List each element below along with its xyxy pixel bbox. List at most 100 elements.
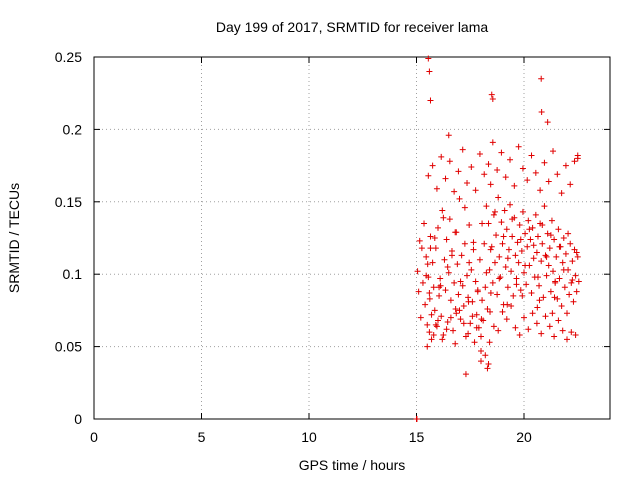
data-point: [539, 221, 546, 228]
data-point: [562, 162, 569, 169]
data-point: [468, 266, 475, 273]
data-point: [565, 230, 572, 237]
data-point: [496, 275, 503, 282]
x-tick-label: 5: [198, 429, 206, 445]
data-point: [441, 256, 448, 263]
data-point: [507, 201, 514, 208]
data-point: [486, 266, 493, 273]
data-point: [524, 177, 531, 184]
data-point: [428, 311, 435, 318]
data-point: [545, 262, 552, 269]
data-point: [488, 91, 495, 98]
data-point: [461, 204, 468, 211]
data-point: [431, 307, 438, 314]
data-point: [574, 152, 581, 159]
data-point: [569, 258, 576, 265]
data-point: [521, 269, 527, 276]
data-point: [575, 278, 582, 285]
data-point: [435, 317, 441, 324]
data-point: [566, 291, 573, 298]
data-point: [498, 149, 505, 156]
data-point: [568, 329, 575, 336]
data-point: [487, 308, 494, 315]
data-point: [558, 190, 565, 197]
data-point: [489, 279, 496, 286]
data-point: [551, 236, 558, 243]
data-point: [559, 259, 566, 266]
x-ticks: 0 5 10 15 20: [90, 57, 532, 445]
data-point: [508, 303, 515, 310]
data-point: [450, 327, 457, 334]
data-point: [478, 358, 484, 365]
data-point: [464, 179, 471, 186]
data-point: [532, 211, 539, 218]
x-tick-label: 20: [516, 429, 532, 445]
data-point: [513, 275, 520, 282]
data-point: [452, 340, 459, 347]
data-point: [458, 252, 465, 259]
x-tick-label: 0: [90, 429, 98, 445]
data-point: [459, 146, 466, 153]
data-point: [446, 216, 453, 223]
data-point: [427, 97, 434, 104]
data-point: [547, 288, 554, 295]
data-point: [546, 323, 553, 330]
data-point: [451, 188, 458, 195]
data-point: [502, 174, 509, 181]
data-point: [546, 245, 553, 252]
data-point: [489, 139, 496, 146]
data-point: [438, 313, 445, 320]
data-point: [442, 287, 449, 294]
data-point: [447, 314, 454, 321]
data-point: [465, 330, 472, 337]
data-point: [485, 220, 492, 227]
data-point: [483, 269, 490, 276]
data-point: [423, 253, 430, 260]
data-point: [567, 181, 574, 188]
data-point: [456, 195, 463, 202]
data-point: [416, 237, 423, 244]
data-point: [491, 208, 498, 215]
data-point: [511, 182, 518, 189]
data-point: [464, 272, 471, 279]
data-point: [518, 248, 525, 255]
data-point: [478, 333, 484, 340]
data-point: [499, 240, 506, 247]
data-point: [433, 323, 440, 330]
data-point: [491, 259, 498, 266]
data-point: [495, 194, 502, 201]
data-point: [414, 268, 421, 275]
data-point: [457, 278, 464, 285]
data-point: [551, 294, 558, 301]
x-axis-label: GPS time / hours: [299, 457, 406, 473]
data-point: [426, 290, 433, 297]
data-point: [479, 220, 486, 227]
data-point: [534, 304, 541, 311]
data-point: [421, 220, 428, 227]
data-point: [510, 292, 517, 299]
data-point: [453, 229, 460, 236]
data-point: [555, 317, 562, 324]
data-point: [433, 185, 440, 192]
data-point: [432, 321, 439, 328]
data-point: [572, 272, 579, 279]
data-point: [542, 252, 549, 259]
data-point: [519, 292, 526, 299]
data-point: [483, 203, 490, 210]
data-point: [523, 281, 530, 288]
data-point: [538, 258, 545, 265]
data-point: [415, 288, 422, 295]
data-point: [501, 207, 508, 214]
data-point: [487, 246, 494, 253]
data-point: [570, 298, 577, 305]
data-point: [439, 336, 446, 343]
data-point: [424, 343, 431, 350]
data-point: [436, 292, 443, 299]
data-point: [525, 217, 532, 224]
data-point: [550, 268, 557, 275]
data-point: [440, 332, 447, 339]
data-point: [437, 282, 444, 289]
data-point: [564, 336, 570, 343]
data-point: [435, 224, 441, 231]
data-point: [556, 275, 563, 282]
